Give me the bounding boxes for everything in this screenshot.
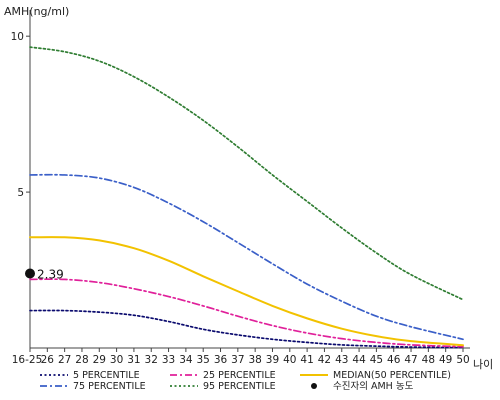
legend-label: 25 PERCENTILE <box>203 370 276 381</box>
x-tick-label: 39 <box>266 354 279 366</box>
x-tick-label: 45 <box>370 354 383 366</box>
y-axis-title: AMH(ng/ml) <box>4 5 69 18</box>
y-tick-label: 5 <box>17 187 24 199</box>
x-tick-label: 40 <box>283 354 296 366</box>
x-tick-label: 28 <box>75 354 88 366</box>
series-line-2 <box>29 236 464 347</box>
y-tick-label: 10 <box>11 31 24 43</box>
series-layer <box>29 46 464 349</box>
x-tick-label: 44 <box>352 354 366 366</box>
x-tick-label: 36 <box>214 354 228 366</box>
legend-marker-dot <box>311 383 317 389</box>
x-tick-label: 27 <box>58 354 71 366</box>
x-tick-label: 16-25 <box>12 354 43 366</box>
x-tick-label: 30 <box>110 354 123 366</box>
x-tick-label: 35 <box>197 354 210 366</box>
series-line-3 <box>29 173 464 341</box>
x-tick-label: 31 <box>127 354 140 366</box>
x-tick-label: 48 <box>422 354 435 366</box>
x-tick-label: 34 <box>179 354 193 366</box>
x-tick-label: 42 <box>318 354 331 366</box>
series-line-1 <box>29 278 464 348</box>
x-tick-label: 49 <box>439 354 452 366</box>
series-line-4 <box>29 46 464 301</box>
series-line-0 <box>29 309 464 349</box>
x-tick-label: 41 <box>300 354 313 366</box>
legend-label: MEDIAN(50 PERCENTILE) <box>333 370 451 381</box>
x-tick-label: 47 <box>404 354 417 366</box>
legend: 5 PERCENTILE 25 PERCENTILE MEDIAN(50 PERCE… <box>40 370 451 392</box>
marker-layer: 2.39 <box>25 267 64 281</box>
legend-label: 75 PERCENTILE <box>73 381 146 392</box>
legend-label: 5 PERCENTILE <box>73 370 140 381</box>
x-tick-label: 46 <box>387 354 401 366</box>
x-tick-label: 33 <box>162 354 175 366</box>
x-tick-label: 26 <box>41 354 55 366</box>
x-tick-label: 50 <box>456 354 469 366</box>
x-tick-label: 37 <box>231 354 244 366</box>
legend-marker-label: 수진자의 AMH 농도 <box>333 381 414 392</box>
x-tick-label: 38 <box>248 354 261 366</box>
x-axis-title: 나이 <box>473 358 493 371</box>
x-tick-label: 43 <box>335 354 348 366</box>
patient-amh-value-label: 2.39 <box>37 267 64 281</box>
legend-label: 95 PERCENTILE <box>203 381 276 392</box>
patient-amh-point <box>25 268 35 279</box>
x-tick-label: 32 <box>145 354 158 366</box>
x-tick-label: 29 <box>93 354 106 366</box>
